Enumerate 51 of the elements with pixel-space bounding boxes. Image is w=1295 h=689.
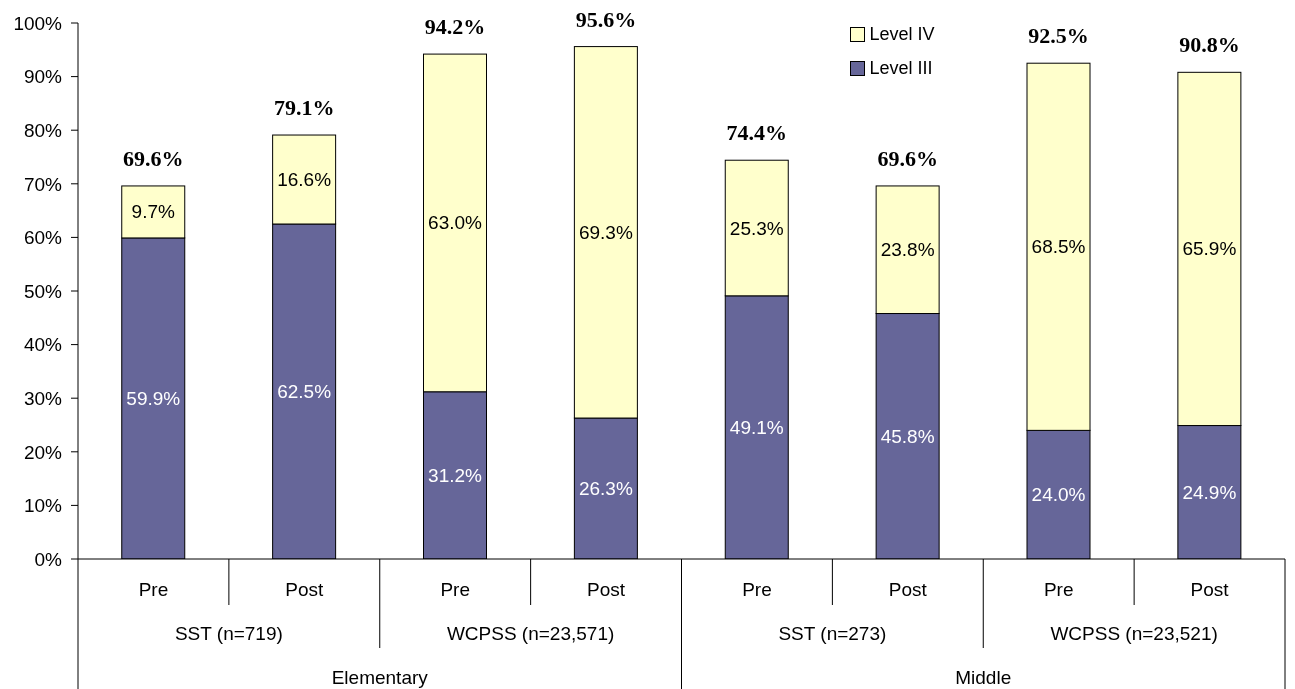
data-label: 16.6% <box>277 169 332 191</box>
text: SST (n=273) <box>778 622 887 644</box>
y-tick-label: 50% <box>23 280 63 302</box>
total-label: 74.4% <box>726 120 787 146</box>
data-label: 24.9% <box>1182 481 1237 503</box>
x-tick-label: Post <box>587 578 626 600</box>
total-label: 94.2% <box>424 14 486 40</box>
y-tick-label: 80% <box>23 119 63 141</box>
legend-label: Level III <box>869 57 933 79</box>
x-tick-label: Pre <box>138 578 169 600</box>
data-label: 31.2% <box>428 464 483 486</box>
text: Middle <box>955 666 1012 688</box>
x-tick-label: Post <box>888 578 928 600</box>
total-label: 92.5% <box>1028 23 1089 49</box>
total-label: 95.6% <box>575 6 637 32</box>
data-label: 26.3% <box>578 478 633 500</box>
data-label: 62.5% <box>277 381 332 402</box>
data-label: 63.0% <box>428 212 483 234</box>
y-tick-label: 100% <box>13 12 63 34</box>
data-label: 65.9% <box>1182 238 1237 260</box>
data-label: 69.3% <box>578 221 633 243</box>
x-tick-label: Post <box>1190 578 1230 600</box>
x-tick-label: Post <box>285 578 325 600</box>
total-label: 69.6% <box>123 145 184 171</box>
y-tick-label: 0% <box>34 548 63 570</box>
data-label: 49.1% <box>729 416 784 438</box>
text: WCPSS (n=23,571) <box>446 622 615 644</box>
y-tick-label: 30% <box>23 387 63 409</box>
data-label: 24.0% <box>1031 484 1086 506</box>
text: WCPSS (n=23,521) <box>1050 622 1218 644</box>
total-label: 69.6% <box>877 145 938 171</box>
data-label: 59.9% <box>126 387 181 409</box>
y-tick-label: 90% <box>23 66 63 88</box>
text: Elementary <box>331 666 429 688</box>
total-label: 90.8% <box>1179 32 1240 58</box>
total-label: 79.1% <box>273 95 335 121</box>
x-tick-label: Pre <box>1043 578 1074 600</box>
y-tick-label: 60% <box>23 227 63 249</box>
x-tick-label: Pre <box>440 578 470 600</box>
data-label: 68.5% <box>1031 236 1086 258</box>
data-label: 9.7% <box>131 201 176 223</box>
y-tick-label: 40% <box>23 334 63 356</box>
data-label: 25.3% <box>729 217 784 239</box>
data-label: 23.8% <box>880 239 935 261</box>
y-tick-label: 10% <box>23 495 63 517</box>
y-tick-label: 20% <box>23 441 63 463</box>
data-label: 45.8% <box>880 425 935 447</box>
y-tick-label: 70% <box>23 173 63 195</box>
legend-label: Level IV <box>869 23 935 45</box>
x-tick-label: Pre <box>742 578 772 600</box>
text: SST (n=719) <box>174 622 283 644</box>
